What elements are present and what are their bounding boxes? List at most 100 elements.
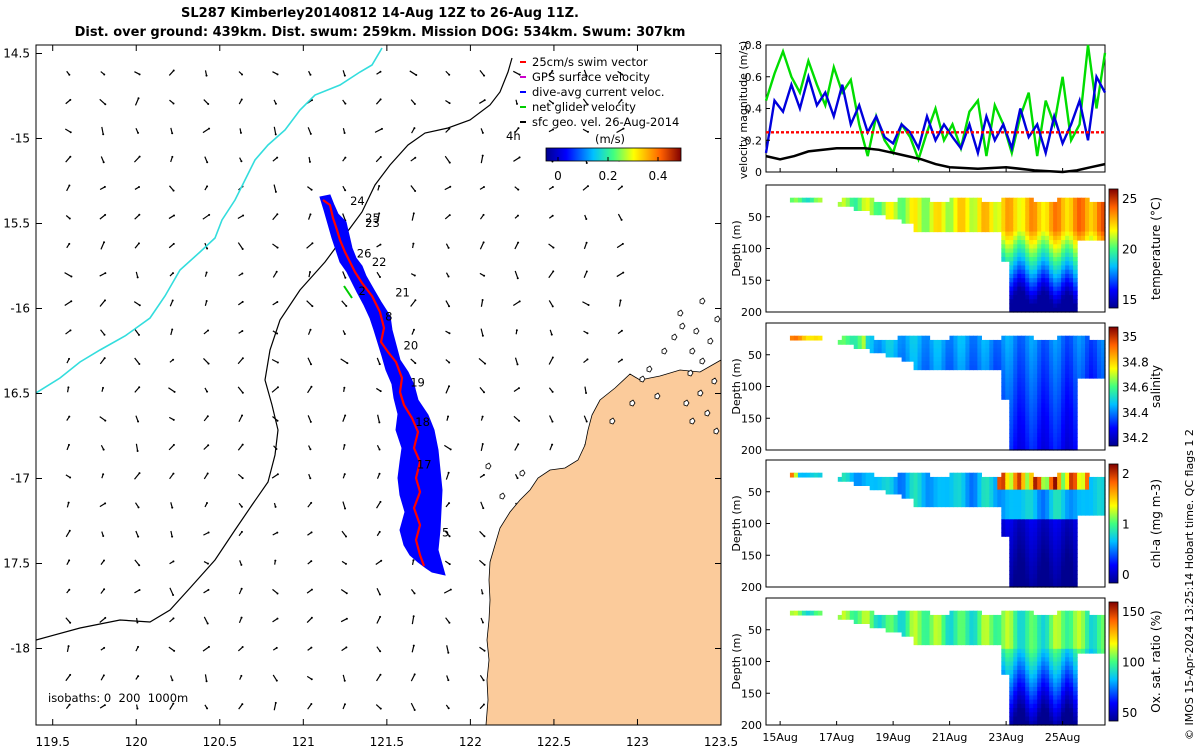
section-cell: [797, 335, 803, 341]
section-cell: [929, 344, 935, 349]
section-cell: [1045, 378, 1050, 383]
section-cell: [1093, 369, 1098, 375]
section-cell: [1041, 278, 1046, 283]
section-cell: [1053, 218, 1058, 224]
section-cell: [1057, 240, 1062, 245]
section-cell: [1057, 235, 1062, 241]
section-cell: [1065, 553, 1070, 558]
section-cell: [1009, 201, 1014, 207]
section-cell: [1077, 498, 1082, 503]
section-cell: [981, 361, 986, 366]
depth-tick: 100: [741, 381, 762, 394]
section-cell: [1029, 344, 1034, 349]
section-cell: [1073, 286, 1078, 292]
section-cell: [1053, 531, 1058, 537]
day-label: 22: [372, 255, 387, 269]
section-cell: [1029, 582, 1034, 588]
section-cell: [1057, 578, 1062, 584]
section-cell: [1041, 699, 1046, 705]
section-cell: [1061, 335, 1066, 341]
section-cell: [1097, 640, 1102, 646]
section-cell: [1073, 428, 1078, 434]
section-cell: [993, 485, 998, 491]
section-cell: [1049, 665, 1054, 671]
section-cell: [1089, 223, 1094, 228]
velocity-arrow: [203, 357, 209, 365]
section-cell: [925, 365, 931, 371]
section-cell: [989, 493, 994, 499]
section-cell: [1093, 235, 1098, 241]
section-cell: [1065, 248, 1070, 254]
section-cell: [997, 623, 1002, 629]
section-cell: [1065, 428, 1070, 434]
section-cell: [949, 472, 955, 478]
section-cell: [1069, 565, 1074, 571]
section-cell: [1045, 515, 1050, 520]
section-cell: [957, 223, 963, 228]
section-cell: [1037, 307, 1042, 313]
section-cell: [1009, 720, 1014, 726]
section-cell: [1053, 256, 1058, 262]
section-cell: [1013, 519, 1018, 525]
section-cell: [1045, 682, 1050, 688]
section-cell: [973, 485, 978, 491]
section-cell: [1081, 623, 1086, 629]
section-cell: [1029, 339, 1034, 345]
section-cell: [1057, 218, 1062, 224]
section-cell: [1025, 712, 1030, 718]
velocity-arrow: [204, 156, 208, 163]
section-cell: [1021, 269, 1026, 275]
section-cell: [1013, 544, 1018, 550]
section-cell: [869, 619, 875, 624]
section-cell: [997, 485, 1002, 491]
section-cell: [965, 472, 970, 478]
section-cell: [1001, 361, 1006, 366]
plot-title: SL287 Kimberley20140812 14-Aug 12Z to 26…: [181, 6, 579, 21]
section-cell: [885, 614, 891, 620]
section-cell: [1069, 295, 1074, 300]
section-cell: [989, 631, 994, 637]
section-cell: [1005, 476, 1010, 482]
section-cell: [1021, 476, 1026, 482]
section-cell: [869, 348, 875, 354]
section-cell: [1033, 561, 1038, 567]
section-cell: [1053, 416, 1058, 421]
section-cell: [1013, 210, 1018, 216]
island: [661, 347, 668, 355]
section-cell: [877, 206, 883, 211]
section-cell: [1025, 441, 1030, 447]
section-cell: [913, 476, 919, 482]
section-cell: [949, 610, 955, 616]
section-cell: [1013, 441, 1018, 447]
section-cell: [957, 214, 963, 220]
section-cell: [849, 339, 855, 345]
velocity-arrow: [99, 357, 106, 365]
section-cell: [1053, 582, 1058, 588]
section-cell: [1025, 720, 1030, 726]
section-cell: [921, 348, 927, 354]
section-cell: [1037, 674, 1042, 680]
section-cell: [1061, 206, 1066, 211]
section-cell: [1049, 227, 1054, 233]
section-cell: [897, 201, 903, 207]
section-cell: [869, 197, 875, 203]
section-cell: [941, 210, 947, 216]
section-cell: [1081, 214, 1086, 220]
section-cell: [1021, 386, 1026, 392]
section-cell: [941, 344, 947, 349]
section-cell: [957, 489, 963, 495]
section-cell: [1061, 619, 1066, 624]
section-cell: [1037, 544, 1042, 550]
section-cell: [917, 214, 923, 220]
section-cell: [969, 636, 974, 641]
section-cell: [1025, 669, 1030, 675]
section-cell: [1093, 493, 1098, 499]
section-cell: [897, 335, 903, 341]
section-cell: [1053, 373, 1058, 379]
section-cell: [965, 352, 970, 358]
section-cell: [1065, 489, 1070, 495]
section-cell: [1077, 631, 1082, 637]
section-cell: [1037, 386, 1042, 392]
section-cell: [1017, 278, 1022, 283]
colorbar-tick: 0.4: [648, 169, 667, 183]
